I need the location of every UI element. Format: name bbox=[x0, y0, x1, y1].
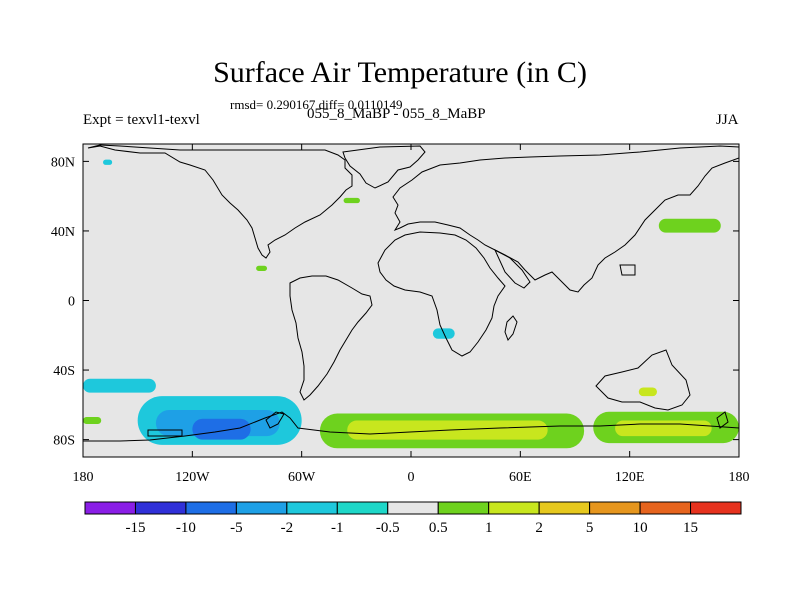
coastline-antarctica bbox=[83, 411, 739, 442]
experiment-label: Expt = texvl1-texvl bbox=[83, 112, 200, 128]
coastline-new-zealand bbox=[716, 411, 729, 429]
colorbar-swatch bbox=[185, 501, 237, 515]
colorbar-label: 10 bbox=[633, 520, 648, 536]
y-axis: 80N 40N 0 40S 80S bbox=[51, 155, 739, 449]
coastline-antarctic-peninsula bbox=[265, 411, 285, 429]
colorbar-label: 1 bbox=[485, 520, 493, 536]
y-tick-label: 0 bbox=[68, 295, 75, 310]
x-tick-label: 0 bbox=[408, 470, 415, 485]
colorbar-label: -15 bbox=[125, 520, 145, 536]
coastline-greenland bbox=[342, 145, 426, 189]
y-tick-label: 40S bbox=[53, 364, 75, 379]
region-pacific-far-west-warm bbox=[83, 417, 102, 424]
region-north-atlantic-warm bbox=[343, 197, 360, 204]
y-tick-label: 80N bbox=[51, 155, 75, 170]
colorbar-swatch bbox=[84, 501, 136, 515]
colorbar-label: 5 bbox=[586, 520, 594, 536]
region-gulf-warm bbox=[256, 265, 268, 271]
coastline-madagascar bbox=[504, 315, 518, 341]
x-tick-label: 120E bbox=[615, 470, 645, 485]
colorbar-label: 15 bbox=[683, 520, 698, 536]
colorbar-swatch bbox=[690, 501, 742, 515]
region-australia-south-warm bbox=[638, 387, 657, 397]
colorbar-swatch bbox=[639, 501, 692, 515]
y-tick-label: 40N bbox=[51, 225, 75, 240]
region-south-pacific-cold-deep bbox=[192, 418, 251, 440]
colorbar: -15 -10 -5 -2 -1 -0.5 0.5 1 2 5 10 15 bbox=[84, 501, 742, 536]
region-south-pacific-cold-west bbox=[83, 378, 156, 393]
colorbar-swatch bbox=[488, 501, 540, 515]
coastline-north-america bbox=[87, 144, 353, 259]
colorbar-label: -2 bbox=[281, 520, 294, 536]
y-tick-label: 80S bbox=[53, 434, 75, 449]
colorbar-label: 0.5 bbox=[429, 520, 448, 536]
colorbar-swatch bbox=[286, 501, 338, 515]
coastline-africa bbox=[377, 231, 506, 357]
colorbar-label: -1 bbox=[331, 520, 344, 536]
x-axis: 180 120W 60W 0 60E 120E 180 bbox=[73, 144, 750, 485]
x-tick-label: 180 bbox=[729, 470, 750, 485]
region-north-pacific-warm bbox=[658, 218, 721, 233]
x-tick-label: 180 bbox=[73, 470, 94, 485]
colorbar-swatch bbox=[336, 501, 389, 515]
colorbar-swatch bbox=[589, 501, 641, 515]
x-tick-label: 60E bbox=[509, 470, 532, 485]
colorbar-swatch bbox=[538, 501, 591, 515]
coastline-arabia bbox=[493, 248, 531, 289]
coastline-australia bbox=[595, 349, 691, 411]
season-label: JJA bbox=[716, 112, 739, 128]
region-southern-ocean-warm-indian-core bbox=[615, 420, 712, 437]
colorbar-label: -5 bbox=[230, 520, 243, 536]
colorbar-swatch bbox=[134, 501, 187, 515]
stats-text: rmsd= 0.290167 diff= 0.0110149 bbox=[230, 97, 403, 112]
coastline-japan bbox=[619, 264, 636, 276]
anomaly-regions bbox=[83, 159, 739, 449]
coastline-eurasia bbox=[392, 145, 739, 293]
coastline-south-america bbox=[289, 275, 373, 401]
x-tick-label: 60W bbox=[288, 470, 316, 485]
colorbar-label: 2 bbox=[535, 520, 543, 536]
colorbar-swatch bbox=[387, 501, 439, 515]
chart-subtitle: 055_8_MaBP - 055_8_MaBP bbox=[307, 106, 486, 122]
colorbar-label: -0.5 bbox=[376, 520, 400, 536]
colorbar-swatch bbox=[437, 501, 490, 515]
coastlines bbox=[83, 144, 739, 442]
colorbar-swatch bbox=[235, 501, 288, 515]
x-tick-label: 120W bbox=[175, 470, 210, 485]
chart-title: Surface Air Temperature (in C) bbox=[213, 56, 587, 89]
region-arctic-cold-west bbox=[103, 159, 113, 165]
colorbar-label: -10 bbox=[176, 520, 196, 536]
coastline-ross-shelf bbox=[147, 429, 183, 437]
